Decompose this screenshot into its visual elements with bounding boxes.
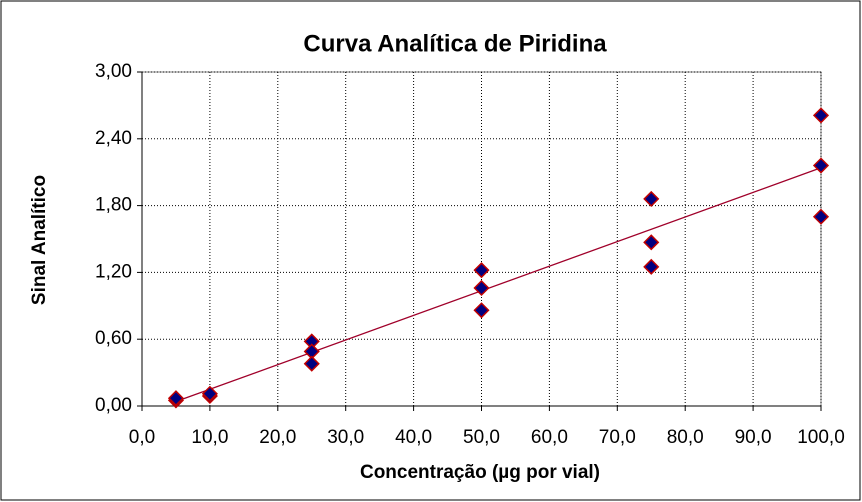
x-tick-label: 30,0 — [327, 427, 364, 448]
y-tick-label: 3,00 — [95, 61, 132, 82]
x-tick-label: 0,0 — [129, 427, 155, 448]
point — [643, 258, 660, 275]
point — [812, 208, 830, 225]
x-tick-label: 60,0 — [531, 427, 568, 448]
point — [473, 302, 490, 319]
x-tick-label: 70,0 — [599, 427, 636, 448]
x-tick-label: 100,0 — [797, 427, 845, 448]
plot-area — [141, 71, 822, 407]
x-tick-label: 40,0 — [395, 427, 432, 448]
point — [473, 262, 490, 279]
point — [643, 234, 660, 251]
y-tick-label: 2,40 — [95, 128, 132, 149]
point — [167, 390, 185, 407]
x-tick-label: 80,0 — [667, 427, 704, 448]
point — [201, 385, 218, 402]
x-tick-label: 10,0 — [191, 427, 228, 448]
y-tick-label: 0,60 — [95, 328, 132, 349]
x-tick-label: 90,0 — [735, 427, 772, 448]
chart-title: Curva Analítica de Piridina — [303, 30, 607, 57]
point — [812, 107, 830, 124]
y-axis-label: Sinal Analítico — [29, 175, 50, 305]
point — [643, 190, 660, 207]
y-tick-label: 1,20 — [95, 261, 132, 282]
y-tick-label: 0,00 — [95, 395, 132, 416]
point — [812, 157, 830, 174]
trendline — [175, 167, 822, 403]
x-axis-label: Concentração (µg por vial) — [360, 462, 600, 483]
point — [473, 279, 490, 297]
x-tick-label: 50,0 — [463, 427, 500, 448]
point — [303, 355, 320, 372]
x-tick-label: 20,0 — [259, 427, 296, 448]
y-tick-label: 1,80 — [95, 195, 132, 216]
